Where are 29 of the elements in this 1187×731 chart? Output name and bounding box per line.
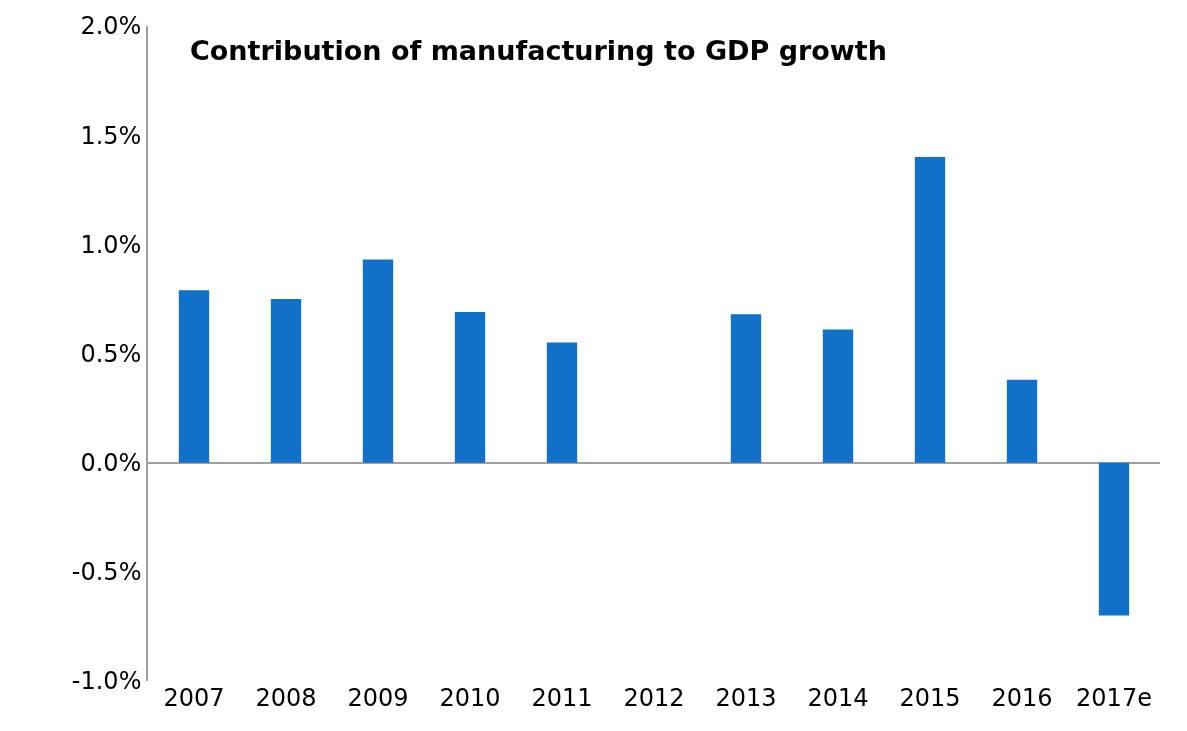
y-tick-label: -0.5% [71,558,142,587]
x-tick-label: 2010 [439,684,501,712]
x-tick-label: 2015 [899,684,961,712]
bar [822,329,854,463]
bar [362,259,394,463]
x-tick-label: 2008 [255,684,317,712]
y-tick-label: 1.0% [80,230,142,259]
bar [454,312,486,463]
bar [546,342,578,463]
bar [1006,379,1038,463]
x-tick-label: 2011 [531,684,593,712]
bar [730,314,762,463]
y-tick-label: 2.0% [80,12,142,41]
bar [914,157,946,463]
x-tick-label: 2013 [715,684,777,712]
chart-title: Contribution of manufacturing to GDP growth [190,35,887,66]
x-tick-label: 2017e [1076,684,1152,712]
x-tick-label: 2012 [623,684,685,712]
x-tick-label: 2007 [163,684,225,712]
y-tick-label: 0.0% [80,449,142,478]
y-tick-label: 0.5% [80,339,142,368]
x-tick-label: 2014 [807,684,869,712]
bar [178,290,210,463]
y-tick-label: 1.5% [80,121,142,150]
x-tick-label: 2009 [347,684,409,712]
y-tick-label: -1.0% [71,667,142,696]
bar [270,298,302,463]
x-tick-label: 2016 [991,684,1053,712]
bar [1098,462,1130,616]
